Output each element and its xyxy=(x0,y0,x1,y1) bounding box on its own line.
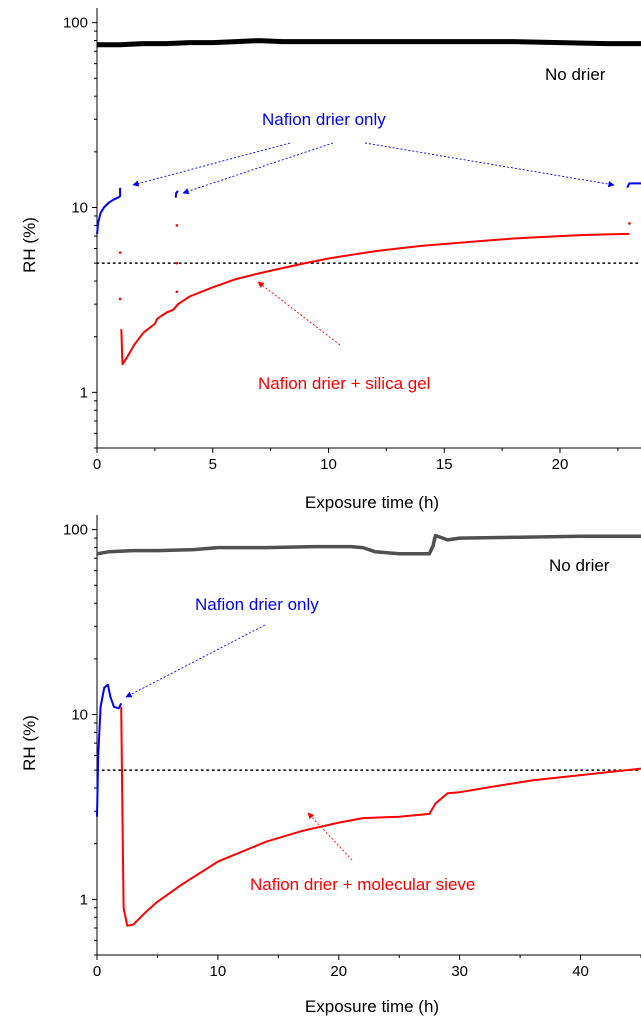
series-no-drier-top xyxy=(97,38,641,48)
y-tick-label-top: 1 xyxy=(80,384,88,401)
y-axis-title-top: RH (%) xyxy=(20,217,39,273)
y-tick-label-bottom: 100 xyxy=(63,522,88,539)
x-tick-label-bottom: 40 xyxy=(572,963,589,980)
series-nafion-drier-silica-gel-top-point xyxy=(628,222,631,225)
y-tick-label-top: 100 xyxy=(63,15,88,32)
x-tick-label-top: 20 xyxy=(552,456,569,473)
annotation-nafion-only-top: Nafion drier only xyxy=(262,110,386,129)
arrow-silica-top xyxy=(257,281,341,346)
series-nafion-drier-silica-gel-top-point xyxy=(175,224,179,227)
x-tick-label-bottom: 30 xyxy=(451,963,468,980)
x-tick-label-top: 15 xyxy=(436,456,453,473)
x-axis-title-bottom: Exposure time (h) xyxy=(305,997,439,1016)
y-axis-title-bottom: RH (%) xyxy=(20,715,39,771)
x-tick-label-top: 10 xyxy=(320,456,337,473)
annotation-nafion-sieve-bottom: Nafion drier + molecular sieve xyxy=(250,875,475,894)
series-nafion-drier-only-bottom xyxy=(96,683,123,817)
y-tick-label-bottom: 1 xyxy=(80,891,88,908)
x-tick-label-top: 5 xyxy=(209,456,217,473)
arrow-nafion-only-bottom xyxy=(125,624,266,698)
arrow-sieve-bottom xyxy=(307,812,353,861)
x-tick-label-bottom: 0 xyxy=(93,963,101,980)
series-nafion-drier-silica-gel-top xyxy=(120,232,630,366)
annotation-nafion-silica-top: Nafion drier + silica gel xyxy=(258,374,430,393)
series-nafion-drier-only-top xyxy=(626,182,641,189)
chart-bottom: 0 10 20 30 40 1 10 100 Exposure time (h) RH (%)… xyxy=(20,515,641,1016)
series-nafion-drier-silica-gel-top-point xyxy=(118,251,122,254)
arrow-nafion-only-3-top xyxy=(364,142,615,188)
y-tick-label-bottom: 10 xyxy=(71,706,88,723)
series-nafion-drier-only-top xyxy=(96,187,122,235)
series-nafion-drier-silica-gel-top-point xyxy=(175,290,179,294)
x-tick-label-bottom: 20 xyxy=(330,963,347,980)
x-axis-title-top: Exposure time (h) xyxy=(305,493,439,512)
annotation-nafion-only-bottom: Nafion drier only xyxy=(195,595,319,614)
annotation-no-drier-top: No drier xyxy=(545,65,606,84)
plot-area-bottom: 0 10 20 30 40 1 10 100 xyxy=(63,515,641,980)
arrow-nafion-only-2-top xyxy=(182,142,334,195)
plot-area-top: 0 5 10 15 20 1 10 100 xyxy=(63,8,641,473)
series-nafion-drier-only-top xyxy=(174,190,179,198)
y-tick-label-top: 10 xyxy=(71,199,88,216)
annotation-no-drier-bottom: No drier xyxy=(549,556,610,575)
series-nafion-drier-silica-gel-top-point xyxy=(118,297,122,301)
x-tick-label-bottom: 10 xyxy=(210,963,227,980)
series-no-drier-bottom xyxy=(96,533,641,556)
series-nafion-drier-silica-gel-top-point xyxy=(175,261,179,265)
x-tick-label-top: 0 xyxy=(93,456,101,473)
arrow-nafion-only-1-top xyxy=(132,142,291,187)
